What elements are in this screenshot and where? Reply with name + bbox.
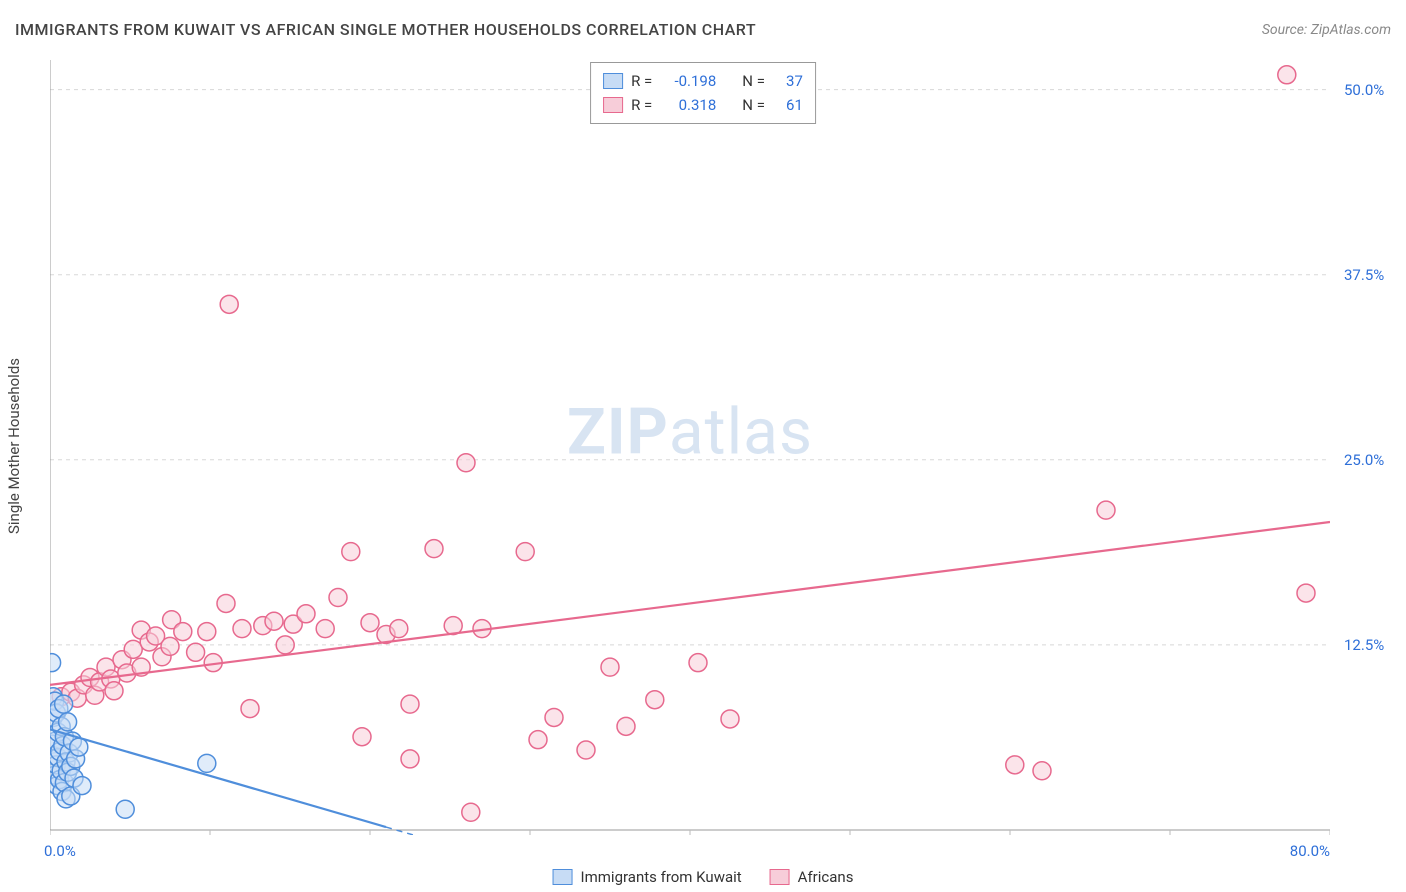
data-point [390, 620, 408, 638]
data-point [689, 654, 707, 672]
data-point [646, 691, 664, 709]
legend-swatch-icon [603, 97, 623, 113]
data-point [516, 543, 534, 561]
data-point [59, 713, 77, 731]
x-tick-label: 0.0% [44, 842, 76, 860]
data-point [316, 620, 334, 638]
legend-series-label: Immigrants from Kuwait [581, 868, 742, 886]
chart-area: ZIPatlas 0.0%80.0% 25.0%50.0%12.5%37.5% [50, 60, 1330, 835]
legend-swatch-icon [770, 869, 790, 885]
data-point [329, 589, 347, 607]
legend-n-label: N = [742, 69, 765, 93]
data-point [55, 695, 73, 713]
data-point [425, 540, 443, 558]
legend-swatch-icon [553, 869, 573, 885]
y-tick-label: 25.0% [1344, 451, 1384, 469]
data-point [457, 454, 475, 472]
scatter-plot-svg [50, 60, 1330, 835]
data-point [601, 658, 619, 676]
legend-row: R = 0.318 N = 61 [603, 93, 803, 117]
source-attribution: Source: ZipAtlas.com [1262, 22, 1391, 38]
data-point [70, 738, 88, 756]
data-point [545, 708, 563, 726]
y-tick-label: 50.0% [1344, 81, 1384, 99]
data-point [217, 594, 235, 612]
series-legend: Immigrants from Kuwait Africans [553, 868, 854, 886]
legend-r-label: R = [631, 69, 652, 93]
legend-item: Africans [770, 868, 854, 886]
legend-r-value: 0.318 [660, 93, 716, 117]
data-point [161, 637, 179, 655]
data-point [1033, 762, 1051, 780]
chart-title: IMMIGRANTS FROM KUWAIT VS AFRICAN SINGLE… [15, 20, 756, 39]
legend-swatch-icon [603, 73, 623, 89]
legend-series-label: Africans [798, 868, 854, 886]
legend-row: R = -0.198 N = 37 [603, 69, 803, 93]
trend-line-extrapolated [386, 827, 1330, 835]
x-tick-label: 80.0% [1290, 842, 1330, 860]
data-point [73, 777, 91, 795]
data-point [220, 295, 238, 313]
data-point [353, 728, 371, 746]
data-point [187, 643, 205, 661]
data-point [50, 654, 61, 672]
legend-r-value: -0.198 [660, 69, 716, 93]
data-point [1278, 66, 1296, 84]
data-point [1297, 584, 1315, 602]
data-point [1006, 756, 1024, 774]
data-point [1097, 501, 1115, 519]
data-point [529, 731, 547, 749]
data-point [462, 803, 480, 821]
data-point [233, 620, 251, 638]
data-point [198, 623, 216, 641]
data-point [401, 750, 419, 768]
data-point [198, 754, 216, 772]
legend-n-label: N = [742, 93, 765, 117]
y-tick-label: 12.5% [1344, 636, 1384, 654]
data-point [174, 623, 192, 641]
legend-r-label: R = [631, 93, 652, 117]
data-point [276, 636, 294, 654]
data-point [265, 612, 283, 630]
data-point [721, 710, 739, 728]
data-point [617, 717, 635, 735]
data-point [577, 741, 595, 759]
legend-n-value: 37 [773, 69, 803, 93]
y-tick-label: 37.5% [1344, 266, 1384, 284]
correlation-legend: R = -0.198 N = 37 R = 0.318 N = 61 [590, 62, 816, 124]
data-point [105, 682, 123, 700]
data-point [342, 543, 360, 561]
data-point [116, 800, 134, 818]
data-point [241, 700, 259, 718]
data-point [361, 614, 379, 632]
y-axis-label: Single Mother Households [5, 358, 23, 534]
trend-line [50, 729, 386, 827]
legend-n-value: 61 [773, 93, 803, 117]
legend-item: Immigrants from Kuwait [553, 868, 742, 886]
data-point [297, 605, 315, 623]
data-point [401, 695, 419, 713]
data-point [124, 640, 142, 658]
